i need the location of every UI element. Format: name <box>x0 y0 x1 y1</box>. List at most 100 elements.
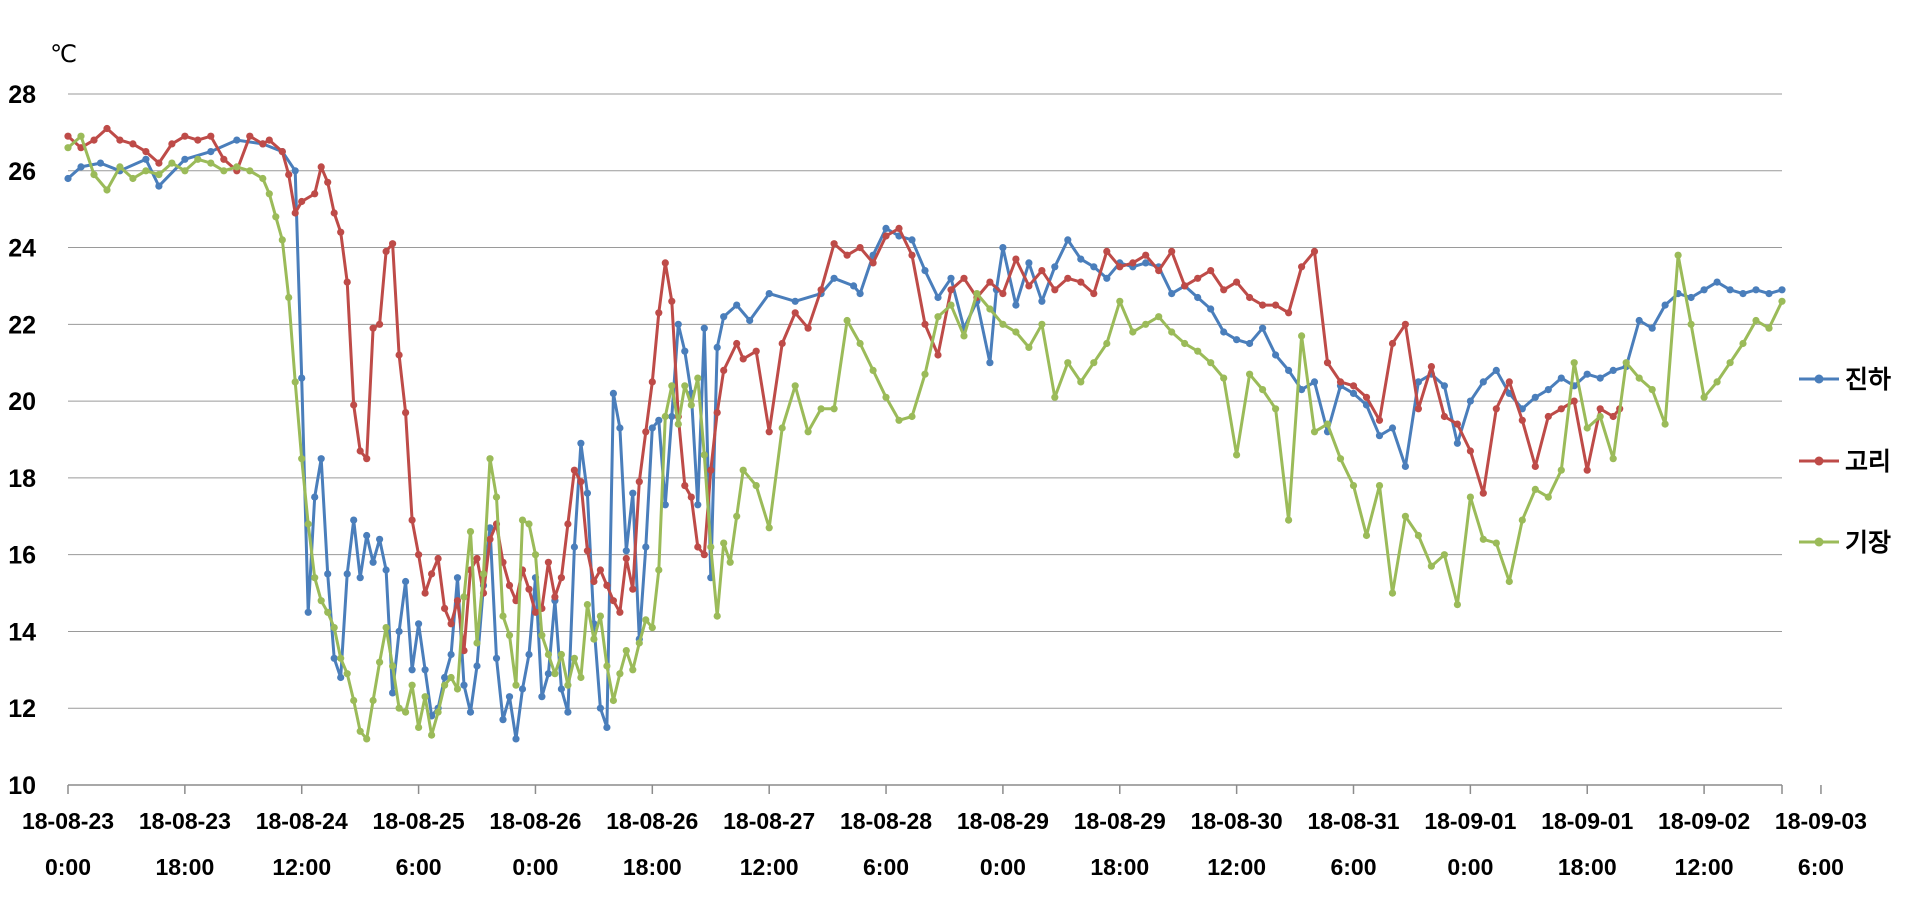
data-point <box>1181 339 1189 348</box>
data-point <box>616 608 624 616</box>
data-point <box>337 673 345 682</box>
data-point <box>1401 512 1409 520</box>
data-point <box>194 136 202 144</box>
x-tick-label-time: 6:00 <box>396 854 442 880</box>
data-point <box>733 512 741 520</box>
data-point <box>324 570 332 578</box>
data-point <box>1038 267 1046 275</box>
data-point <box>350 401 358 409</box>
data-point <box>1466 493 1474 501</box>
x-tick-label-date: 18-08-29 <box>957 808 1049 834</box>
data-point <box>1479 535 1487 543</box>
data-point <box>739 466 747 474</box>
data-point <box>746 316 754 325</box>
data-point <box>330 624 338 632</box>
data-point <box>707 543 715 551</box>
data-point <box>363 735 371 743</box>
data-point <box>142 155 150 163</box>
data-point <box>1674 251 1682 259</box>
data-point <box>1025 259 1033 267</box>
data-point <box>622 647 630 655</box>
data-point <box>272 213 280 221</box>
data-point <box>947 274 955 282</box>
data-point <box>694 501 702 509</box>
data-point <box>1323 359 1332 367</box>
data-point <box>246 132 254 140</box>
data-point <box>1129 259 1137 267</box>
data-point <box>155 159 163 167</box>
data-point <box>1142 251 1150 259</box>
legend-item: 고리 <box>1799 447 1891 476</box>
data-point <box>1116 297 1124 305</box>
data-point <box>505 581 514 590</box>
data-point <box>531 551 540 559</box>
data-point <box>668 412 676 421</box>
y-tick-label: 22 <box>8 311 36 339</box>
data-point <box>1596 412 1604 421</box>
data-point <box>733 301 741 309</box>
data-point <box>77 132 85 140</box>
legend-swatch-marker <box>1814 456 1824 466</box>
data-point <box>752 482 760 490</box>
data-point <box>460 647 468 655</box>
data-point <box>291 378 299 386</box>
data-point <box>1648 386 1656 394</box>
data-point <box>1544 412 1552 421</box>
data-point <box>369 558 377 566</box>
data-point <box>999 320 1007 328</box>
data-point <box>713 612 721 620</box>
data-point <box>1492 539 1500 547</box>
data-point <box>129 140 137 148</box>
data-point <box>1778 297 1786 305</box>
data-point <box>389 689 397 697</box>
legend-label: 기장 <box>1845 528 1891 557</box>
data-point <box>343 278 351 286</box>
legend-label: 진하 <box>1845 365 1891 394</box>
data-point <box>570 466 579 474</box>
data-point <box>142 167 150 175</box>
data-point <box>1246 339 1254 348</box>
data-point <box>64 174 72 183</box>
data-point <box>1479 489 1487 497</box>
data-point <box>1285 516 1293 524</box>
y-tick-label: 16 <box>8 542 36 570</box>
x-tick-label-date: 18-08-27 <box>723 808 815 834</box>
data-point <box>947 286 955 294</box>
data-point <box>1272 351 1280 359</box>
data-point <box>1025 343 1033 351</box>
data-point <box>908 251 916 259</box>
data-point <box>376 535 384 543</box>
data-point <box>1583 466 1591 474</box>
data-point <box>1557 405 1565 413</box>
data-point <box>1622 359 1630 367</box>
data-point <box>577 439 585 447</box>
data-point <box>538 693 546 701</box>
data-point <box>324 178 332 186</box>
x-tick-label-time: 18:00 <box>623 854 682 880</box>
data-point <box>441 681 449 689</box>
data-point <box>1349 389 1358 397</box>
data-point <box>64 132 72 140</box>
data-point <box>1090 290 1098 298</box>
data-point <box>700 551 708 559</box>
legend-swatch-marker <box>1814 374 1824 384</box>
data-point <box>856 290 864 298</box>
data-point <box>415 723 423 732</box>
data-point <box>1142 259 1150 267</box>
data-point <box>655 416 663 424</box>
data-point <box>317 163 325 171</box>
data-point <box>1233 278 1241 286</box>
data-point <box>986 359 994 367</box>
data-point <box>181 155 189 163</box>
data-point <box>577 673 585 682</box>
data-point <box>1207 305 1215 313</box>
data-point <box>1207 267 1215 275</box>
data-point <box>921 370 929 378</box>
data-point <box>720 366 728 374</box>
data-point <box>460 593 468 601</box>
data-point <box>1233 336 1241 344</box>
series-line <box>67 134 1784 741</box>
data-point <box>492 654 501 662</box>
data-point <box>557 574 566 582</box>
data-point <box>778 424 786 432</box>
